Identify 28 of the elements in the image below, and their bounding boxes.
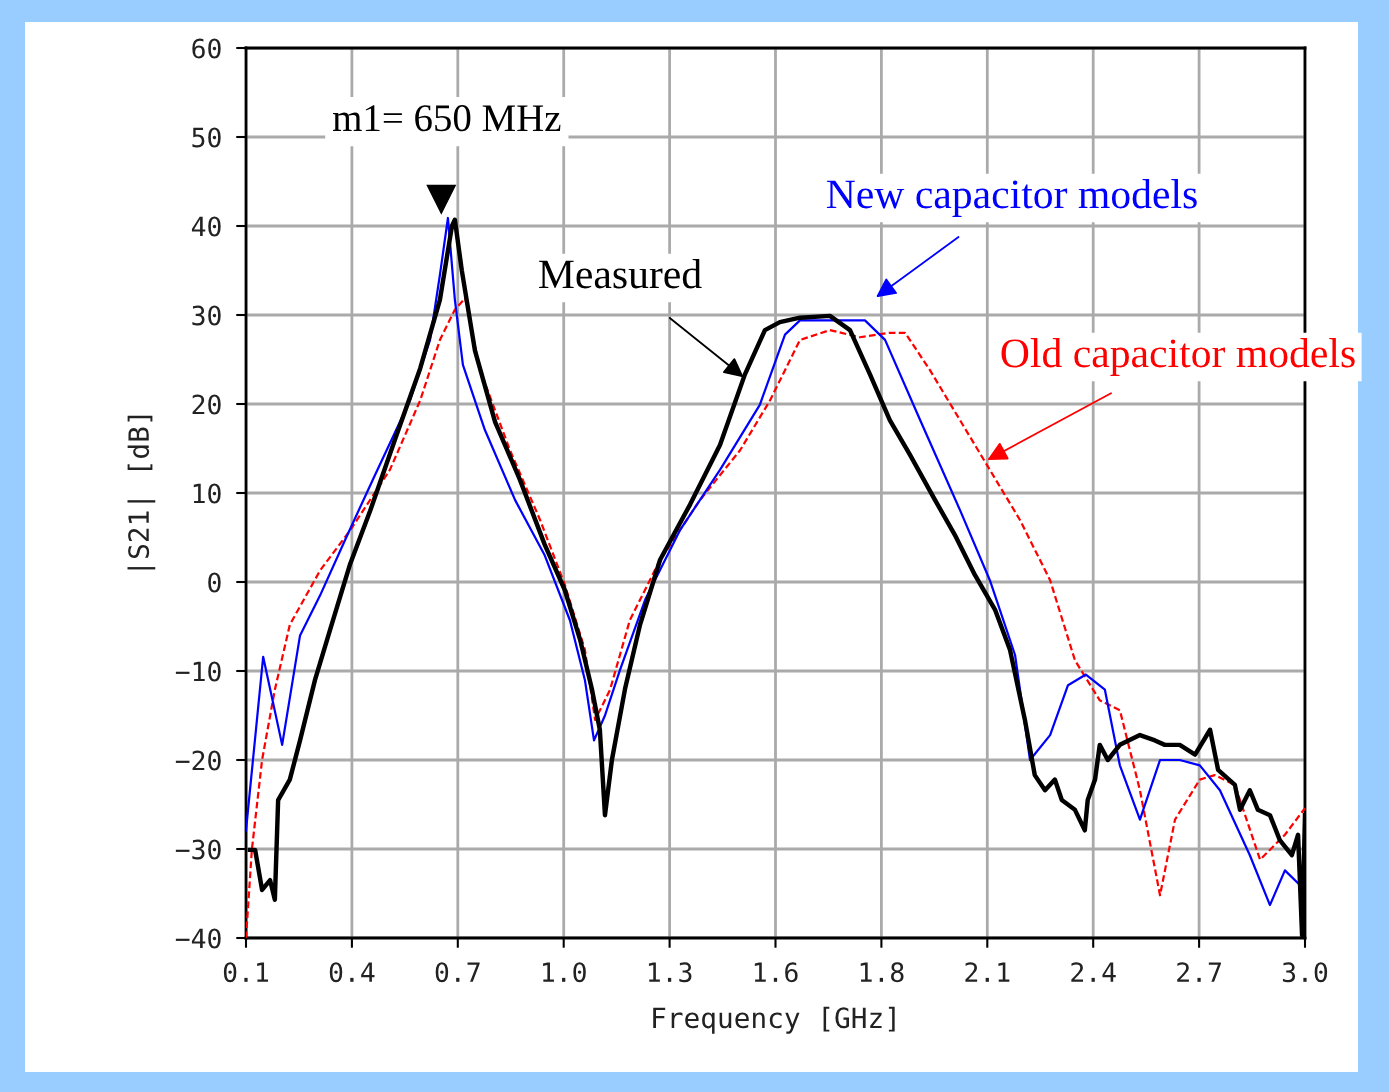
y-tick-label: −20	[175, 750, 221, 771]
x-tick-label: 3.0	[1282, 962, 1328, 983]
y-tick-label: −30	[175, 839, 221, 860]
x-tick-label: 2.7	[1177, 962, 1221, 982]
x-tick-label: 0.4	[329, 962, 375, 983]
y-tick-label: 30	[192, 305, 221, 326]
y-tick-label: 40	[191, 216, 221, 237]
y-tick-label: 50	[192, 127, 221, 148]
x-tick-label: 0.7	[435, 962, 480, 983]
x-axis-title: Frequency [GHz]	[653, 1006, 895, 1034]
y-tick-label: 10	[193, 483, 221, 504]
x-tick-label: 0.1	[223, 962, 269, 983]
x-tick-label: 2.1	[965, 962, 1010, 982]
x-tick-label: 2.4	[1071, 962, 1116, 982]
x-tick-label: 1.3	[648, 962, 692, 983]
x-tick-label: 1.6	[754, 962, 798, 983]
y-tick-label: −40	[175, 928, 221, 949]
y-tick-label: 60	[192, 38, 221, 59]
text: New capacitor models	[826, 179, 1197, 217]
series-label: Old capacitor models	[1001, 338, 1355, 376]
x-tick-label: 1.8	[860, 962, 904, 983]
annotation: m1= 650 MHz	[332, 105, 561, 132]
series-label: Measured	[539, 259, 702, 289]
y-tick-label: 20	[192, 394, 221, 415]
y-tick-label: 0	[208, 572, 221, 593]
x-tick-label: 1.0	[543, 962, 586, 983]
y-tick-label: −10	[175, 661, 221, 682]
y-axis-title: |S21| [dB]	[127, 415, 156, 570]
